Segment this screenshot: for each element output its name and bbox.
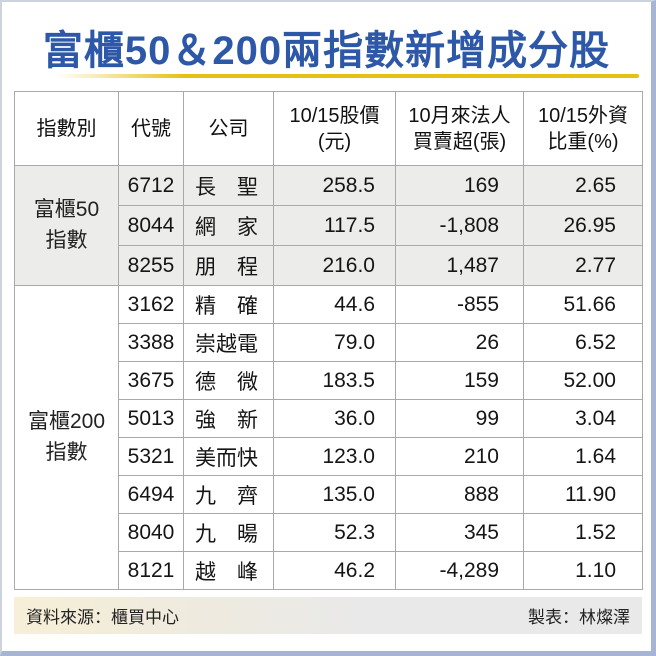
net-buy-cell: 210: [395, 437, 524, 476]
company-name-cell: 朋 程: [183, 245, 274, 286]
company-name-cell: 九 暘: [183, 513, 274, 552]
company-name-cell: 美而快: [183, 437, 274, 476]
page-title: 富櫃50＆200兩指數新增成分股: [42, 29, 611, 73]
stock-code-cell: 6494: [118, 475, 184, 514]
price-cell: 44.6: [273, 285, 396, 324]
price-cell: 123.0: [273, 437, 396, 476]
table-row: 3675 德 微 183.5 159 52.00: [15, 361, 643, 400]
foreign-ratio-cell: 1.10: [523, 551, 643, 590]
stock-code-cell: 5013: [118, 399, 184, 438]
table-row: 5321 美而快 123.0 210 1.64: [15, 437, 643, 476]
title-underline: [56, 74, 639, 78]
footer-strip: 資料來源：櫃買中心 製表：林燦澤: [14, 597, 642, 634]
company-name-cell: 德 微: [183, 361, 274, 400]
foreign-ratio-cell: 52.00: [523, 361, 643, 400]
price-cell: 183.5: [273, 361, 396, 400]
company-name-cell: 精 確: [183, 285, 274, 324]
table-row: 8044 網 家 117.5 -1,808 26.95: [15, 205, 643, 246]
foreign-ratio-cell: 51.66: [523, 285, 643, 324]
col-header-index: 指數別: [14, 91, 119, 166]
net-buy-cell: 169: [395, 165, 524, 206]
net-buy-cell: -1,808: [395, 205, 524, 246]
net-buy-cell: -855: [395, 285, 524, 324]
credit-label: 製表：林燦澤: [528, 608, 630, 627]
table-body: 富櫃50 指數 6712 長 聖 258.5 169 2.65 8044 網 家…: [14, 165, 643, 590]
net-buy-cell: 1,487: [395, 245, 524, 286]
col-header-foreign-ratio: 10/15外資 比重(%): [523, 91, 643, 166]
foreign-ratio-cell: 1.52: [523, 513, 643, 552]
col-header-company: 公司: [183, 91, 274, 166]
foreign-ratio-cell: 6.52: [523, 323, 643, 362]
company-name-cell: 網 家: [183, 205, 274, 246]
stock-code-cell: 8121: [118, 551, 184, 590]
foreign-ratio-cell: 26.95: [523, 205, 643, 246]
col-header-price: 10/15股價 (元): [273, 91, 396, 166]
table-row: 8121 越 峰 46.2 -4,289 1.10: [15, 551, 643, 590]
company-name-cell: 崇越電: [183, 323, 274, 362]
price-cell: 216.0: [273, 245, 396, 286]
stock-code-cell: 3675: [118, 361, 184, 400]
net-buy-cell: 888: [395, 475, 524, 514]
price-cell: 117.5: [273, 205, 396, 246]
price-cell: 52.3: [273, 513, 396, 552]
source-label: 資料來源：櫃買中心: [26, 608, 179, 627]
price-cell: 135.0: [273, 475, 396, 514]
price-cell: 79.0: [273, 323, 396, 362]
table-row: 5013 強 新 36.0 99 3.04: [15, 399, 643, 438]
net-buy-cell: -4,289: [395, 551, 524, 590]
index-group-label-tpex200: 富櫃200 指數: [14, 285, 119, 590]
company-name-cell: 九 齊: [183, 475, 274, 514]
table-row: 富櫃200 指數 3162 精 確 44.6 -855 51.66: [14, 285, 643, 590]
foreign-ratio-cell: 11.90: [523, 475, 643, 514]
price-cell: 36.0: [273, 399, 396, 438]
company-name-cell: 越 峰: [183, 551, 274, 590]
index-constituents-table: 指數別 代號 公司 10/15股價 (元) 10月來法人 買賣超(張) 10/1…: [14, 91, 643, 590]
company-name-cell: 強 新: [183, 399, 274, 438]
net-buy-cell: 159: [395, 361, 524, 400]
header-row: 指數別 代號 公司 10/15股價 (元) 10月來法人 買賣超(張) 10/1…: [14, 91, 643, 166]
price-cell: 46.2: [273, 551, 396, 590]
table-row: 6494 九 齊 135.0 888 11.90: [15, 475, 643, 514]
net-buy-cell: 26: [395, 323, 524, 362]
index-group-label-tpex50: 富櫃50 指數: [14, 165, 119, 286]
stock-code-cell: 8044: [118, 205, 184, 246]
table-row: 8255 朋 程 216.0 1,487 2.77: [15, 245, 643, 286]
net-buy-cell: 99: [395, 399, 524, 438]
stock-code-cell: 3162: [118, 285, 184, 324]
stock-code-cell: 5321: [118, 437, 184, 476]
stock-code-cell: 8255: [118, 245, 184, 286]
col-header-code: 代號: [118, 91, 184, 166]
company-name-cell: 長 聖: [183, 165, 274, 206]
foreign-ratio-cell: 3.04: [523, 399, 643, 438]
stock-code-cell: 8040: [118, 513, 184, 552]
net-buy-cell: 345: [395, 513, 524, 552]
foreign-ratio-cell: 2.65: [523, 165, 643, 206]
table-row: 8040 九 暘 52.3 345 1.52: [15, 513, 643, 552]
table-row: 富櫃50 指數 6712 長 聖 258.5 169 2.65: [14, 165, 643, 286]
stock-code-cell: 3388: [118, 323, 184, 362]
table-header: 指數別 代號 公司 10/15股價 (元) 10月來法人 買賣超(張) 10/1…: [14, 91, 643, 166]
foreign-ratio-cell: 2.77: [523, 245, 643, 286]
col-header-net-buy: 10月來法人 買賣超(張): [395, 91, 524, 166]
foreign-ratio-cell: 1.64: [523, 437, 643, 476]
stock-code-cell: 6712: [118, 165, 184, 206]
price-cell: 258.5: [273, 165, 396, 206]
